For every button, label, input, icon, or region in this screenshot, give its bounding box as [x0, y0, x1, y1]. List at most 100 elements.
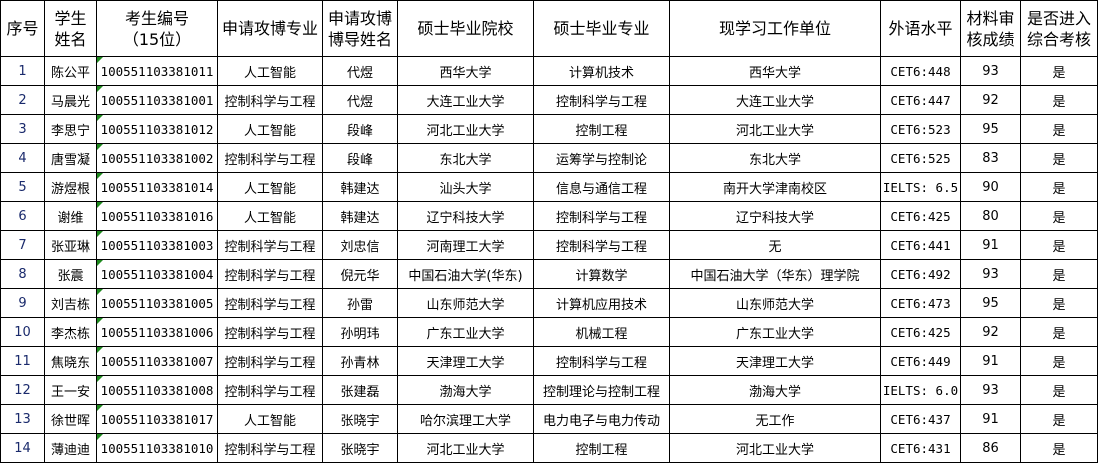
- cell-admitted[interactable]: 是: [1020, 288, 1098, 318]
- cell-language-level[interactable]: CET6:441: [880, 230, 961, 260]
- cell-review-score[interactable]: 92: [960, 85, 1021, 115]
- cell-student-name[interactable]: 薄迪迪: [44, 433, 97, 463]
- cell-student-name[interactable]: 唐雪凝: [44, 143, 97, 173]
- cell-master-school[interactable]: 广东工业大学: [397, 317, 534, 347]
- cell-master-major[interactable]: 控制工程: [533, 433, 670, 463]
- cell-language-level[interactable]: CET6:449: [880, 346, 961, 376]
- cell-review-score[interactable]: 93: [960, 56, 1021, 86]
- cell-admitted[interactable]: 是: [1020, 404, 1098, 434]
- cell-applied-major[interactable]: 控制科学与工程: [217, 230, 323, 260]
- cell-admitted[interactable]: 是: [1020, 114, 1098, 144]
- cell-student-name[interactable]: 王一安: [44, 375, 97, 405]
- cell-review-score[interactable]: 95: [960, 114, 1021, 144]
- cell-supervisor[interactable]: 韩建达: [322, 201, 398, 231]
- cell-applied-major[interactable]: 控制科学与工程: [217, 375, 323, 405]
- cell-language-level[interactable]: CET6:448: [880, 56, 961, 86]
- cell-student-name[interactable]: 焦晓东: [44, 346, 97, 376]
- cell-review-score[interactable]: 90: [960, 172, 1021, 202]
- cell-candidate-id[interactable]: 100551103381010: [96, 433, 218, 463]
- cell-supervisor[interactable]: 代煜: [322, 56, 398, 86]
- cell-master-school[interactable]: 汕头大学: [397, 172, 534, 202]
- cell-admitted[interactable]: 是: [1020, 172, 1098, 202]
- cell-applied-major[interactable]: 人工智能: [217, 172, 323, 202]
- cell-admitted[interactable]: 是: [1020, 230, 1098, 260]
- cell-current-unit[interactable]: 无工作: [669, 404, 881, 434]
- cell-student-name[interactable]: 刘吉栋: [44, 288, 97, 318]
- cell-applied-major[interactable]: 人工智能: [217, 201, 323, 231]
- cell-master-school[interactable]: 大连工业大学: [397, 85, 534, 115]
- cell-seq[interactable]: 8: [0, 259, 45, 289]
- cell-master-major[interactable]: 控制科学与工程: [533, 346, 670, 376]
- cell-seq[interactable]: 2: [0, 85, 45, 115]
- cell-student-name[interactable]: 张亚琳: [44, 230, 97, 260]
- cell-seq[interactable]: 10: [0, 317, 45, 347]
- cell-master-school[interactable]: 渤海大学: [397, 375, 534, 405]
- cell-current-unit[interactable]: 南开大学津南校区: [669, 172, 881, 202]
- cell-admitted[interactable]: 是: [1020, 375, 1098, 405]
- cell-seq[interactable]: 6: [0, 201, 45, 231]
- cell-candidate-id[interactable]: 100551103381016: [96, 201, 218, 231]
- cell-student-name[interactable]: 谢维: [44, 201, 97, 231]
- cell-master-school[interactable]: 山东师范大学: [397, 288, 534, 318]
- cell-student-name[interactable]: 马晨光: [44, 85, 97, 115]
- cell-seq[interactable]: 7: [0, 230, 45, 260]
- cell-master-major[interactable]: 计算数学: [533, 259, 670, 289]
- cell-applied-major[interactable]: 控制科学与工程: [217, 259, 323, 289]
- cell-review-score[interactable]: 83: [960, 143, 1021, 173]
- cell-review-score[interactable]: 91: [960, 346, 1021, 376]
- cell-seq[interactable]: 9: [0, 288, 45, 318]
- cell-language-level[interactable]: CET6:473: [880, 288, 961, 318]
- cell-supervisor[interactable]: 刘忠信: [322, 230, 398, 260]
- cell-student-name[interactable]: 张震: [44, 259, 97, 289]
- cell-admitted[interactable]: 是: [1020, 201, 1098, 231]
- cell-applied-major[interactable]: 控制科学与工程: [217, 346, 323, 376]
- cell-current-unit[interactable]: 广东工业大学: [669, 317, 881, 347]
- cell-master-school[interactable]: 河北工业大学: [397, 114, 534, 144]
- cell-seq[interactable]: 1: [0, 56, 45, 86]
- cell-candidate-id[interactable]: 100551103381002: [96, 143, 218, 173]
- cell-current-unit[interactable]: 东北大学: [669, 143, 881, 173]
- cell-candidate-id[interactable]: 100551103381008: [96, 375, 218, 405]
- cell-applied-major[interactable]: 控制科学与工程: [217, 317, 323, 347]
- cell-applied-major[interactable]: 人工智能: [217, 114, 323, 144]
- cell-candidate-id[interactable]: 100551103381017: [96, 404, 218, 434]
- cell-student-name[interactable]: 陈公平: [44, 56, 97, 86]
- cell-review-score[interactable]: 93: [960, 375, 1021, 405]
- cell-supervisor[interactable]: 段峰: [322, 143, 398, 173]
- cell-master-major[interactable]: 计算机应用技术: [533, 288, 670, 318]
- cell-master-school[interactable]: 西华大学: [397, 56, 534, 86]
- cell-supervisor[interactable]: 韩建达: [322, 172, 398, 202]
- cell-supervisor[interactable]: 孙青林: [322, 346, 398, 376]
- cell-supervisor[interactable]: 张晓宇: [322, 404, 398, 434]
- cell-candidate-id[interactable]: 100551103381004: [96, 259, 218, 289]
- cell-language-level[interactable]: CET6:525: [880, 143, 961, 173]
- cell-admitted[interactable]: 是: [1020, 433, 1098, 463]
- cell-supervisor[interactable]: 张建磊: [322, 375, 398, 405]
- cell-current-unit[interactable]: 无: [669, 230, 881, 260]
- cell-current-unit[interactable]: 河北工业大学: [669, 114, 881, 144]
- cell-language-level[interactable]: CET6:492: [880, 259, 961, 289]
- cell-student-name[interactable]: 徐世晖: [44, 404, 97, 434]
- cell-applied-major[interactable]: 控制科学与工程: [217, 85, 323, 115]
- cell-supervisor[interactable]: 段峰: [322, 114, 398, 144]
- cell-review-score[interactable]: 95: [960, 288, 1021, 318]
- cell-seq[interactable]: 14: [0, 433, 45, 463]
- cell-master-school[interactable]: 天津理工大学: [397, 346, 534, 376]
- cell-review-score[interactable]: 91: [960, 404, 1021, 434]
- cell-seq[interactable]: 5: [0, 172, 45, 202]
- cell-candidate-id[interactable]: 100551103381014: [96, 172, 218, 202]
- cell-master-major[interactable]: 控制科学与工程: [533, 230, 670, 260]
- cell-supervisor[interactable]: 孙雷: [322, 288, 398, 318]
- cell-language-level[interactable]: CET6:523: [880, 114, 961, 144]
- cell-master-major[interactable]: 计算机技术: [533, 56, 670, 86]
- cell-master-school[interactable]: 辽宁科技大学: [397, 201, 534, 231]
- cell-student-name[interactable]: 游煜根: [44, 172, 97, 202]
- cell-master-major[interactable]: 控制理论与控制工程: [533, 375, 670, 405]
- cell-candidate-id[interactable]: 100551103381003: [96, 230, 218, 260]
- cell-candidate-id[interactable]: 100551103381006: [96, 317, 218, 347]
- cell-current-unit[interactable]: 河北工业大学: [669, 433, 881, 463]
- cell-language-level[interactable]: IELTS: 6.0: [880, 375, 961, 405]
- cell-candidate-id[interactable]: 100551103381011: [96, 56, 218, 86]
- cell-review-score[interactable]: 80: [960, 201, 1021, 231]
- cell-seq[interactable]: 4: [0, 143, 45, 173]
